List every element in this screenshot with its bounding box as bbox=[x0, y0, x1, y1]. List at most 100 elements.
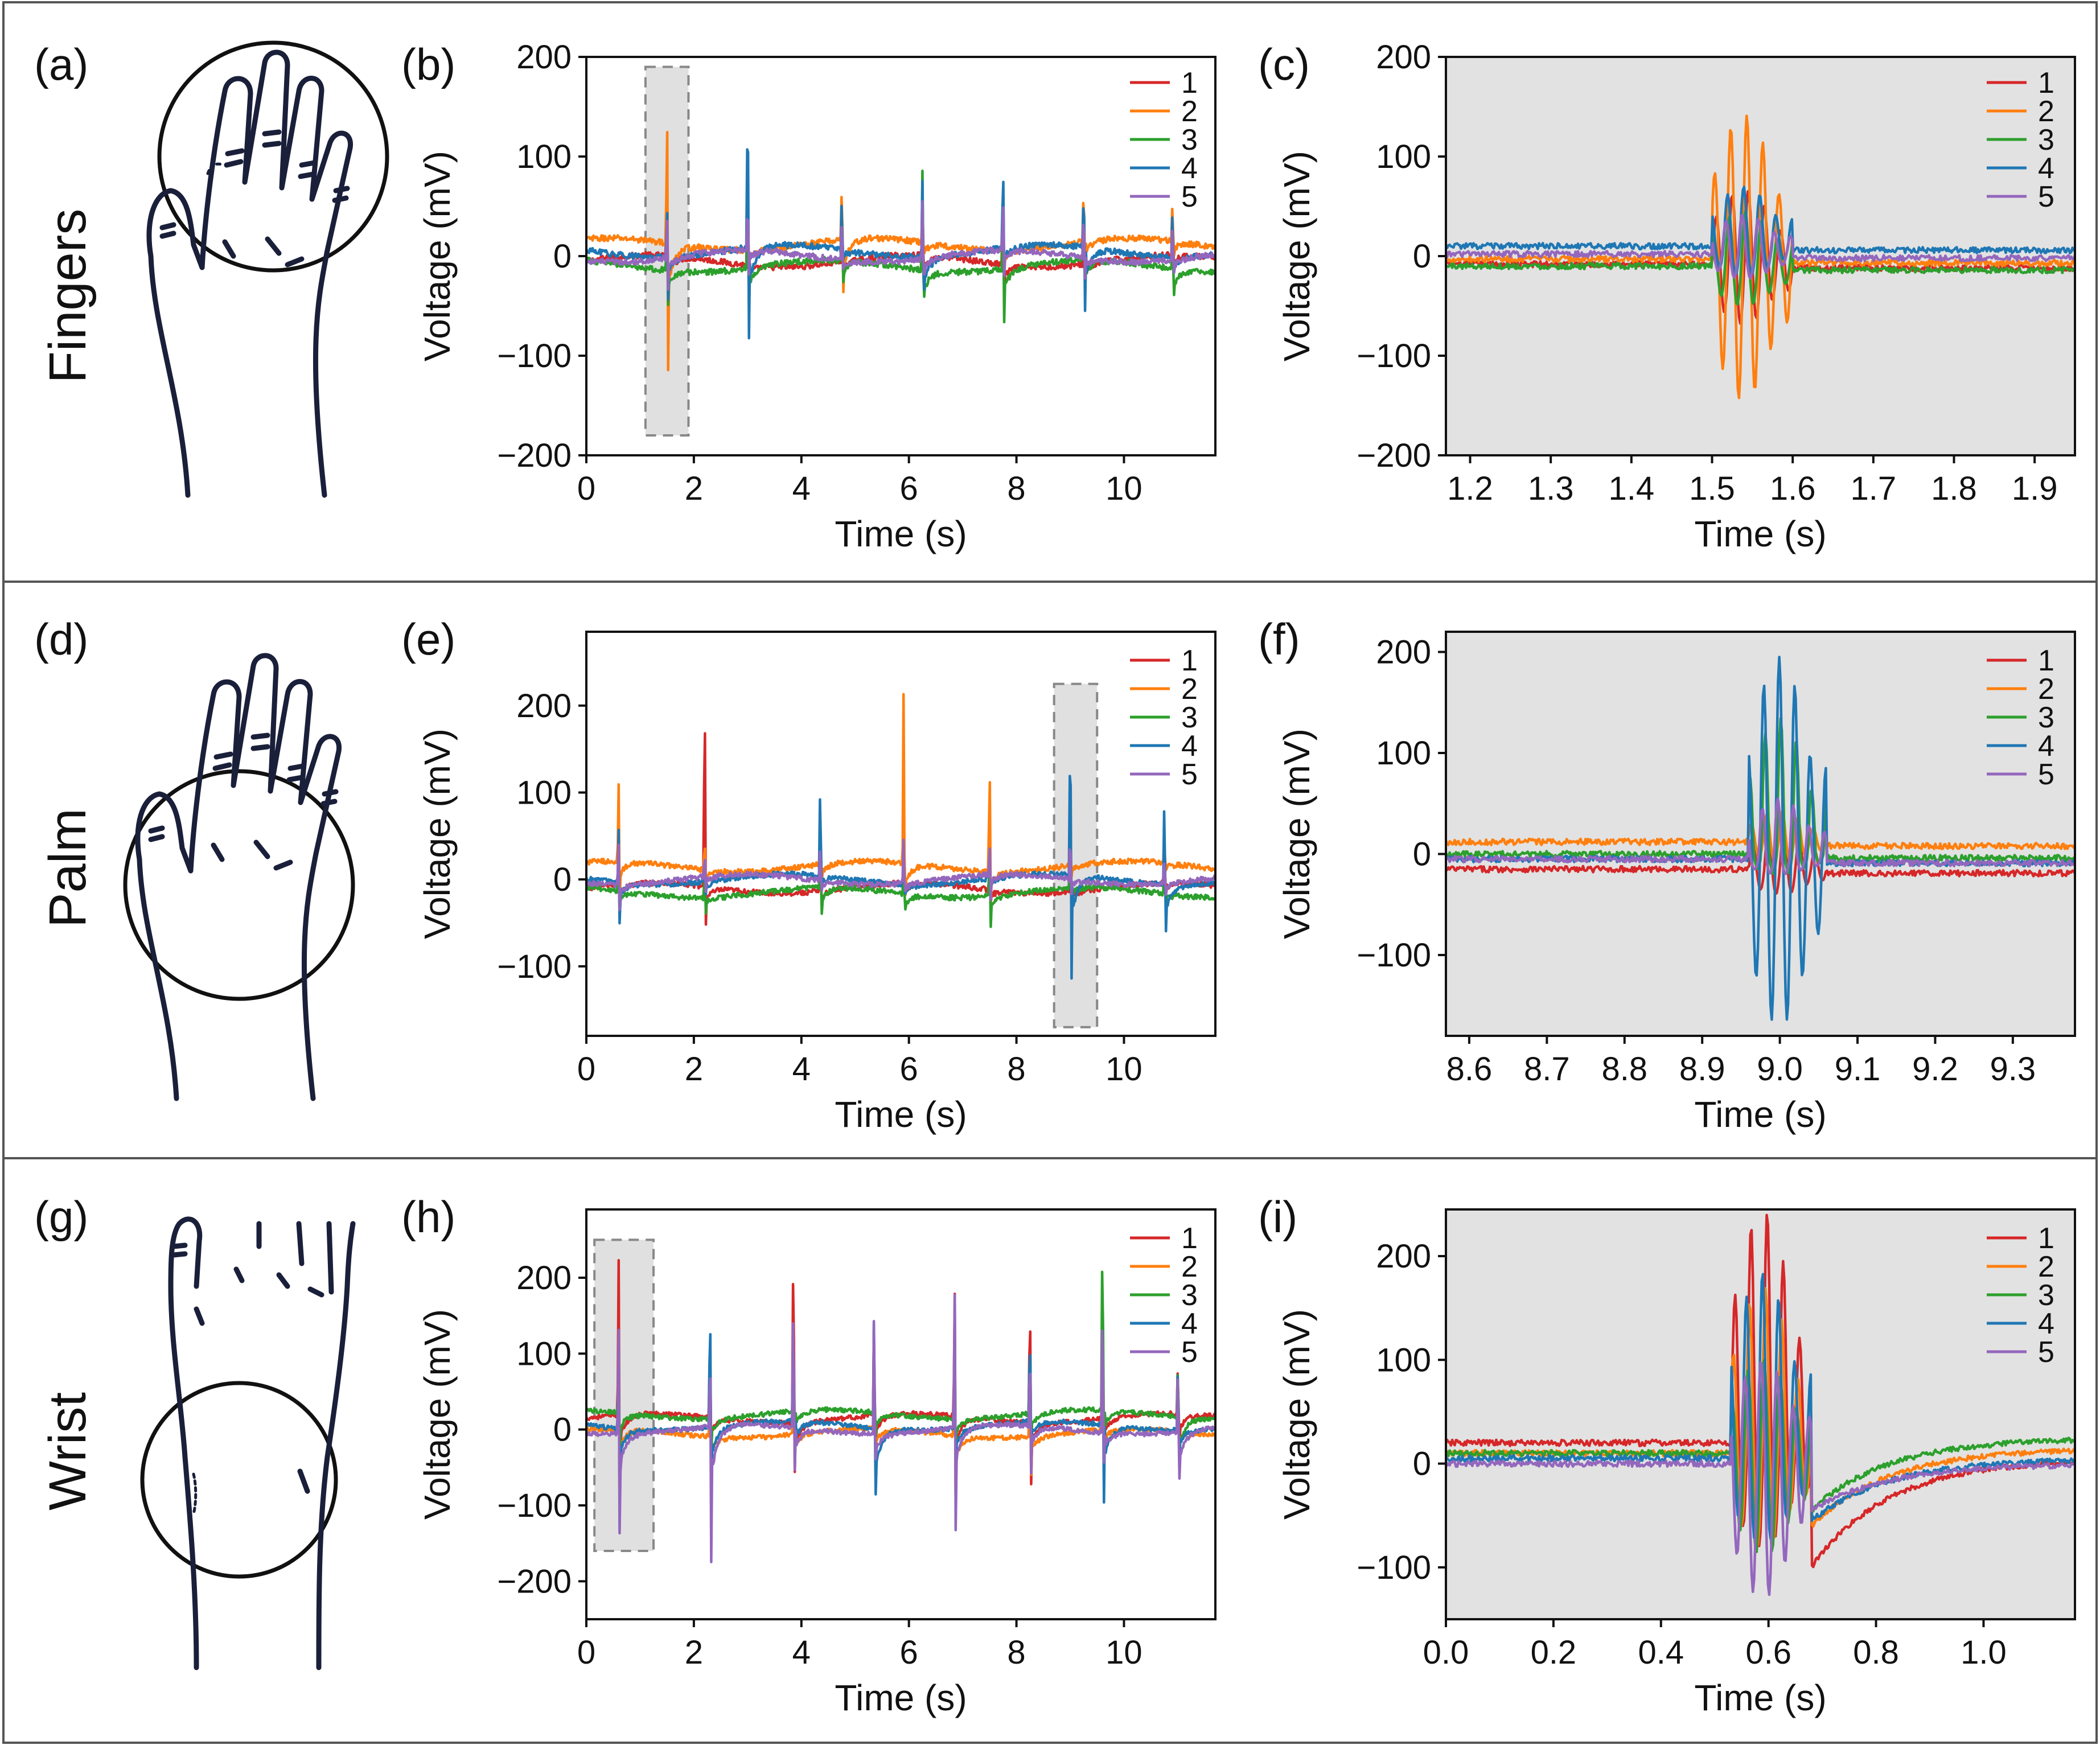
x-tick-label: 9.0 bbox=[1757, 1051, 1803, 1088]
legend-label-3: 3 bbox=[1181, 701, 1198, 734]
x-tick-label: 4 bbox=[792, 1051, 811, 1088]
series-line-2 bbox=[586, 693, 1215, 908]
legend-label-5: 5 bbox=[2038, 180, 2054, 213]
x-tick-label: 8.7 bbox=[1524, 1051, 1570, 1088]
plot-area bbox=[586, 632, 1215, 1036]
x-tick-label: 10 bbox=[1106, 470, 1143, 507]
x-tick-label: 8.6 bbox=[1446, 1051, 1493, 1088]
y-axis-label: Voltage (mV) bbox=[417, 151, 458, 361]
x-tick-label: 0.6 bbox=[1745, 1634, 1791, 1671]
chart-c-fingers-zoom: 1.2 1.3 1.4 1.5 1.6 1.7 1.8 1.9 −200 −100 0 100 200 T… bbox=[1276, 39, 2076, 554]
legend-label-4: 4 bbox=[2038, 152, 2054, 185]
x-tick-label: 0.2 bbox=[1531, 1634, 1577, 1671]
x-tick-label: 4 bbox=[792, 470, 811, 507]
axes-frame bbox=[1445, 631, 2076, 1037]
y-tick-label: 100 bbox=[516, 1335, 572, 1372]
series-line-3 bbox=[586, 822, 1215, 928]
legend-label-2: 2 bbox=[2038, 95, 2054, 128]
series-line-5 bbox=[586, 838, 1215, 911]
y-tick-label: 100 bbox=[1376, 1341, 1431, 1378]
legend-label-5: 5 bbox=[1181, 180, 1198, 213]
x-axis-label: Time (s) bbox=[1694, 1094, 1826, 1135]
x-tick-label: 2 bbox=[685, 1634, 703, 1671]
chart-h-wrist-overview: 0 2 4 6 8 10 −200 −100 0 100 200 Time (s) Voltage (m… bbox=[417, 1208, 1217, 1718]
y-tick-label: 100 bbox=[516, 774, 572, 811]
series-lines bbox=[586, 130, 1215, 372]
series-line-5 bbox=[1446, 1361, 2075, 1596]
x-tick-label: 6 bbox=[900, 1634, 918, 1671]
legend-label-2: 2 bbox=[1181, 95, 1198, 128]
series-line-3 bbox=[1446, 1359, 2075, 1553]
x-tick-label: 2 bbox=[685, 470, 703, 507]
y-axis-label: Voltage (mV) bbox=[1276, 729, 1317, 939]
y-tick-label: 0 bbox=[553, 861, 572, 898]
y-tick-label: 0 bbox=[553, 238, 572, 275]
x-tick-label: 8 bbox=[1007, 1051, 1025, 1088]
x-tick-label: 8 bbox=[1007, 470, 1025, 507]
legend-label-5: 5 bbox=[2038, 758, 2054, 791]
x-axis-label: Time (s) bbox=[835, 1094, 967, 1135]
hand-illustration-wrist bbox=[140, 1216, 356, 1670]
panel-letter-g: (g) bbox=[34, 1192, 88, 1242]
legend-label-1: 1 bbox=[2038, 644, 2054, 677]
legend-label-3: 3 bbox=[2038, 701, 2054, 734]
series-line-4 bbox=[1446, 1273, 2075, 1540]
y-axis-label: Voltage (mV) bbox=[1276, 1309, 1317, 1520]
series-lines bbox=[1446, 114, 2075, 400]
x-tick-label: 6 bbox=[900, 1051, 918, 1088]
legend-label-5: 5 bbox=[1181, 758, 1198, 791]
panel-letter-h: (h) bbox=[401, 1192, 455, 1242]
y-tick-label: −100 bbox=[1357, 1549, 1431, 1586]
y-tick-label: −100 bbox=[1357, 338, 1431, 374]
series-line-5 bbox=[1446, 797, 2075, 875]
hand-illustration-palm bbox=[123, 653, 355, 1101]
y-tick-label: 200 bbox=[516, 688, 572, 725]
legend-label-5: 5 bbox=[2038, 1336, 2054, 1369]
axes-frame bbox=[1445, 1208, 2076, 1620]
series-line-2 bbox=[586, 130, 1215, 372]
x-tick-label: 0.0 bbox=[1423, 1634, 1469, 1671]
x-tick-label: 1.9 bbox=[2012, 470, 2058, 507]
y-tick-label: 100 bbox=[1376, 735, 1431, 772]
y-tick-label: 200 bbox=[516, 39, 572, 76]
y-tick-label: 0 bbox=[1413, 1446, 1431, 1483]
legend-label-4: 4 bbox=[2038, 1307, 2054, 1340]
chart-f-palm-zoom: 8.6 8.7 8.8 8.9 9.0 9.1 9.2 9.3 −100 0 100 200 Time … bbox=[1276, 631, 2076, 1135]
panel-letter-b: (b) bbox=[401, 39, 455, 89]
x-tick-label: 0 bbox=[577, 1051, 595, 1088]
x-tick-label: 9.1 bbox=[1835, 1051, 1881, 1088]
legend-label-1: 1 bbox=[1181, 1222, 1198, 1255]
y-tick-label: −100 bbox=[1357, 937, 1431, 974]
axes-frame bbox=[585, 631, 1217, 1037]
legend-label-2: 2 bbox=[1181, 673, 1198, 706]
hand-illustration-fingers bbox=[146, 40, 389, 498]
y-tick-label: −200 bbox=[497, 1563, 572, 1600]
x-tick-label: 10 bbox=[1106, 1051, 1143, 1088]
panel-letter-e: (e) bbox=[401, 614, 455, 664]
y-tick-label: 0 bbox=[1413, 238, 1431, 275]
series-line-4 bbox=[586, 775, 1215, 980]
y-tick-label: 200 bbox=[1376, 1238, 1431, 1275]
y-axis-label: Voltage (mV) bbox=[417, 1309, 458, 1520]
panel-letter-i: (i) bbox=[1258, 1192, 1297, 1242]
y-tick-label: −100 bbox=[497, 1487, 572, 1524]
y-tick-label: 200 bbox=[1376, 39, 1431, 76]
series-lines bbox=[1446, 1213, 2075, 1596]
y-tick-label: −100 bbox=[497, 948, 572, 985]
x-tick-label: 0.4 bbox=[1638, 1634, 1684, 1671]
y-tick-label: 200 bbox=[1376, 634, 1431, 671]
row-label-palm: Palm bbox=[39, 808, 97, 928]
contact-circle bbox=[157, 40, 389, 273]
series-lines bbox=[586, 1259, 1215, 1563]
panel-letter-d: (d) bbox=[34, 614, 88, 664]
series-lines bbox=[1446, 656, 2075, 1021]
legend-label-2: 2 bbox=[1181, 1250, 1198, 1283]
y-axis-label: Voltage (mV) bbox=[417, 729, 458, 939]
x-axis-label: Time (s) bbox=[1694, 1677, 1826, 1718]
y-tick-label: −100 bbox=[497, 338, 572, 374]
contact-circle bbox=[123, 769, 355, 1001]
x-tick-label: 2 bbox=[685, 1051, 703, 1088]
legend-label-4: 4 bbox=[1181, 152, 1198, 185]
row-label-wrist: Wrist bbox=[39, 1392, 97, 1511]
